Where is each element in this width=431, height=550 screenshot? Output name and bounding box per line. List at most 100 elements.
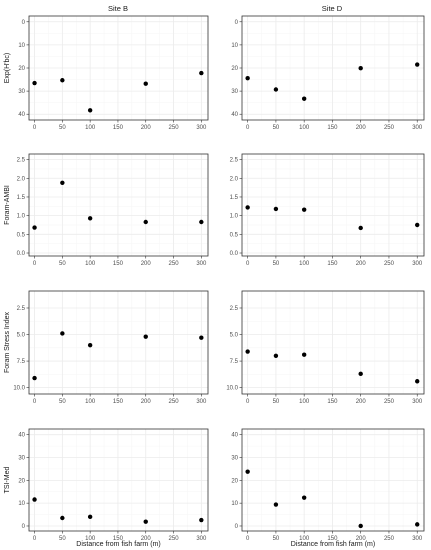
y-tick-label: 20	[18, 66, 25, 72]
data-point	[301, 96, 307, 101]
data-point	[273, 353, 279, 358]
y-tick-label: 40	[18, 112, 25, 118]
x-tick-label: 200	[356, 399, 367, 405]
x-tick-label: 0	[246, 125, 250, 131]
data-point	[60, 180, 65, 185]
y-tick-label: 20	[231, 66, 238, 72]
x-tick-label: 300	[412, 125, 423, 131]
data-point	[87, 108, 93, 113]
y-tick-label: 0	[22, 524, 26, 530]
y-tick-label: 30	[18, 89, 25, 95]
y-tick-label: 30	[231, 89, 238, 95]
data-point	[273, 206, 279, 212]
y-tick-label: 0	[235, 524, 239, 530]
x-axis-title: Distance from fish farm (m)	[76, 541, 160, 548]
x-tick-label: 300	[196, 536, 207, 542]
x-tick-label: 200	[141, 536, 152, 542]
data-point	[358, 66, 363, 71]
data-point	[415, 522, 420, 527]
panel-border	[241, 290, 425, 395]
panel-border	[28, 290, 209, 395]
x-tick-label: 100	[299, 261, 310, 267]
data-point	[245, 75, 250, 81]
y-tick-label: 0.5	[17, 232, 26, 238]
panel-6: 0 50 100 150 200 250 300 2.5 5.0 7.5 10.0	[226, 290, 425, 405]
x-tick-label: 150	[327, 399, 338, 405]
x-tick-label: 50	[273, 261, 280, 267]
strip-label-site-b: Site B	[108, 4, 128, 13]
data-point	[273, 502, 279, 507]
data-point	[415, 222, 420, 228]
data-point	[143, 81, 148, 86]
panel-border	[28, 428, 209, 532]
y-tick-label: 40	[231, 112, 238, 118]
y-tick-label: 0	[22, 20, 26, 26]
data-point	[358, 523, 363, 529]
y-tick-label: 2.5	[17, 306, 26, 312]
panel-5: 0 50 100 150 200 250 300 2.5 5.0 7.5 10.0 Foram Str…	[4, 290, 209, 405]
data-point	[60, 78, 65, 83]
strip-label-site-d: Site D	[322, 4, 343, 13]
data-point	[245, 205, 250, 210]
x-tick-label: 300	[196, 399, 207, 405]
x-tick-label: 150	[113, 536, 124, 542]
y-tick-label: 40	[18, 433, 25, 439]
x-tick-label: 200	[141, 399, 152, 405]
data-point	[358, 225, 363, 231]
data-point	[143, 219, 148, 225]
x-tick-label: 0	[246, 399, 250, 405]
x-tick-label: 100	[299, 399, 310, 405]
x-tick-label: 150	[327, 261, 338, 267]
data-point	[301, 207, 307, 212]
x-tick-label: 100	[85, 125, 96, 131]
y-axis-title: Exp(H'bc)	[4, 53, 11, 84]
panel-3: 0 50 100 150 200 250 300 0.0 0.5 1.0 1.5 2.0 2.5 Fora…	[4, 153, 209, 267]
data-point	[415, 62, 420, 67]
y-tick-label: 20	[231, 478, 238, 484]
x-tick-label: 0	[246, 261, 250, 267]
panel-border	[241, 153, 425, 257]
data-point	[32, 497, 37, 502]
y-tick-label: 2.5	[230, 158, 239, 164]
x-tick-label: 200	[141, 261, 152, 267]
y-tick-label: 40	[231, 433, 238, 439]
x-tick-label: 300	[412, 261, 423, 267]
y-tick-label: 1.5	[17, 195, 26, 201]
x-tick-label: 100	[85, 536, 96, 542]
x-tick-label: 50	[273, 399, 280, 405]
x-tick-label: 0	[246, 536, 250, 542]
y-tick-label: 2.0	[17, 176, 26, 182]
y-tick-label: 1.0	[17, 214, 26, 220]
y-tick-label: 2.5	[17, 158, 26, 164]
panel-8: 0 50 100 150 200 250 300 0 10 20 30 40 Distance from…	[231, 428, 425, 548]
y-tick-label: 7.5	[17, 359, 26, 365]
y-tick-label: 30	[231, 456, 238, 462]
data-point	[415, 379, 420, 384]
x-tick-label: 200	[356, 125, 367, 131]
x-tick-label: 250	[384, 261, 395, 267]
data-point	[143, 519, 148, 524]
x-tick-label: 300	[412, 536, 423, 542]
data-point	[60, 331, 65, 336]
data-point	[32, 80, 37, 86]
x-tick-label: 200	[356, 261, 367, 267]
y-tick-label: 1.5	[230, 195, 239, 201]
panel-4: 0 50 100 150 200 250 300 0.0 0.5 1.0 1.5 2.0 2.5	[230, 153, 425, 267]
data-point	[32, 225, 37, 230]
x-tick-label: 0	[33, 399, 37, 405]
data-point	[199, 517, 204, 523]
y-tick-label: 0.0	[17, 251, 26, 257]
x-tick-label: 250	[384, 536, 395, 542]
y-tick-label: 10	[18, 43, 25, 49]
data-point	[199, 219, 204, 225]
data-point	[199, 70, 204, 76]
panel-2: 0 50 100 150 200 250 300 0 10 20 30 40	[231, 15, 425, 131]
x-tick-label: 300	[412, 399, 423, 405]
x-tick-label: 100	[299, 125, 310, 131]
x-tick-label: 300	[196, 261, 207, 267]
x-tick-label: 50	[59, 536, 66, 542]
panel-7: 0 50 100 150 200 250 300 0 10 20 30 40 TSI-Med Distan…	[4, 428, 209, 548]
y-tick-label: 0	[235, 20, 239, 26]
x-tick-label: 100	[299, 536, 310, 542]
